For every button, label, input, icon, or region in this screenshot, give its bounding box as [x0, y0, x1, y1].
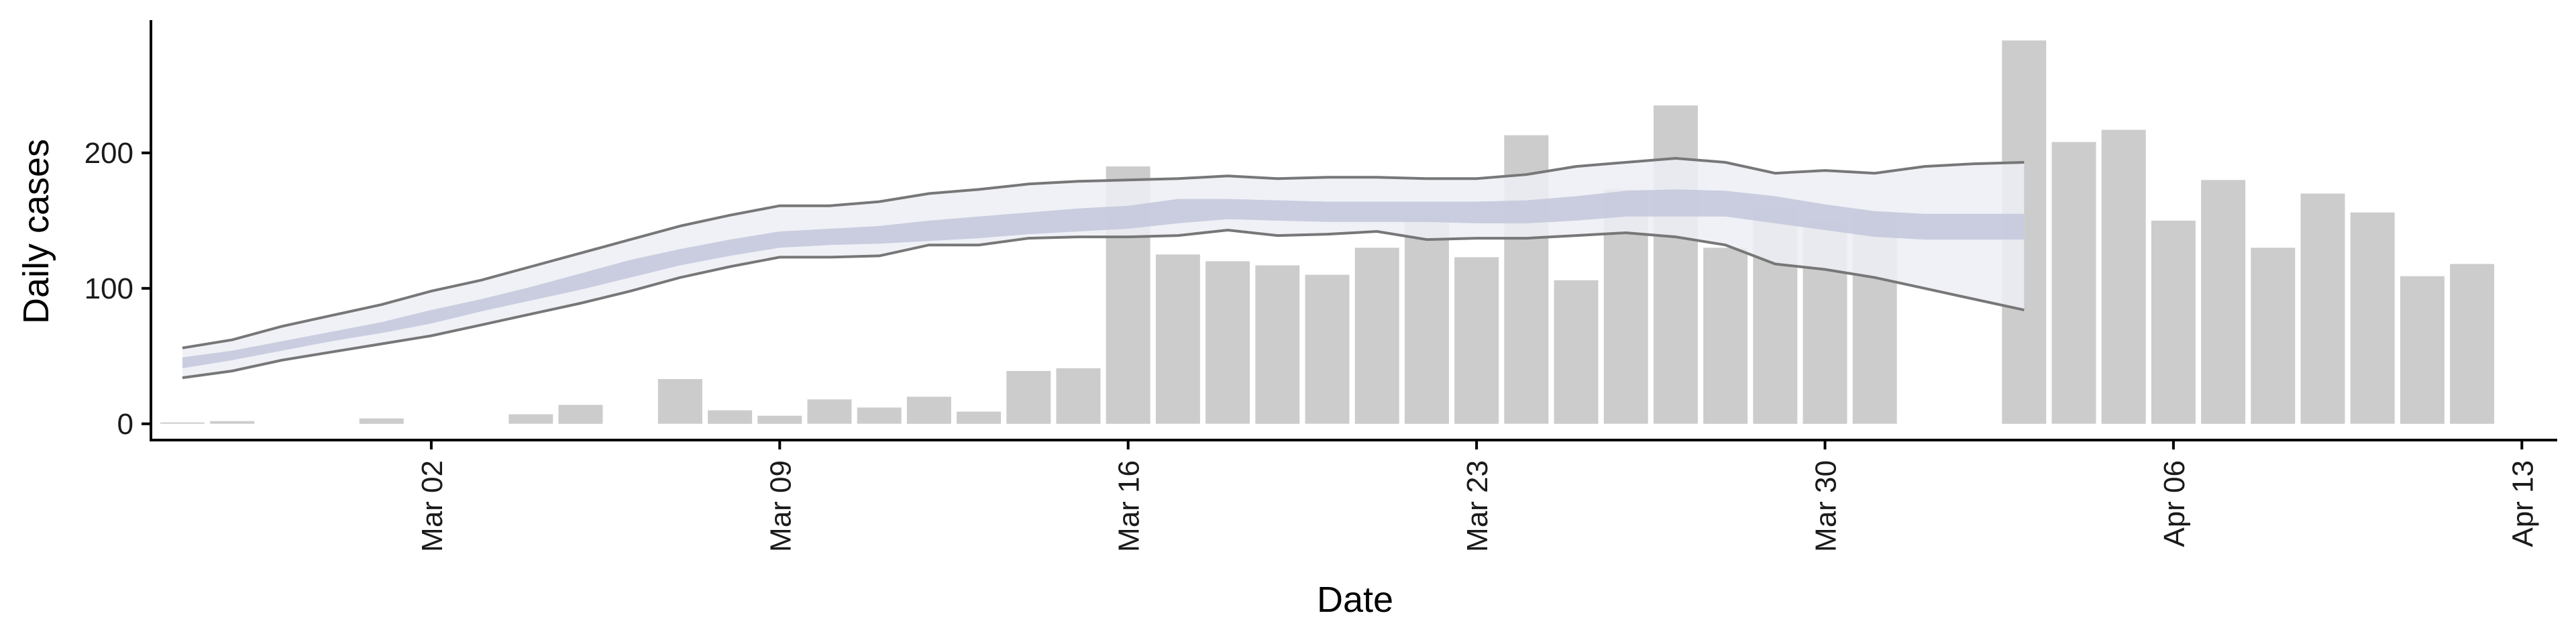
x-tick-label: Mar 02	[416, 460, 449, 552]
y-tick-label: 200	[85, 137, 133, 170]
case-bar	[957, 411, 1002, 424]
case-bar	[1653, 105, 1698, 424]
case-bar	[857, 407, 902, 424]
case-bar	[1056, 368, 1101, 424]
case-bar	[1155, 254, 1200, 424]
case-bar	[906, 396, 951, 424]
case-bar	[2201, 180, 2246, 424]
case-bar	[359, 418, 404, 424]
case-bar	[1454, 257, 1499, 424]
case-bar	[508, 414, 553, 424]
case-bar	[1703, 248, 1748, 424]
x-tick-label: Mar 30	[1810, 460, 1843, 552]
case-bar	[1554, 280, 1599, 424]
x-tick-label: Mar 16	[1113, 460, 1146, 552]
case-bar	[1305, 274, 1350, 424]
case-bar	[558, 405, 603, 424]
axes	[150, 20, 2557, 441]
case-bar	[2151, 220, 2196, 424]
case-bar	[2051, 142, 2096, 424]
x-tick-label: Apr 06	[2158, 460, 2191, 547]
case-bar	[210, 421, 255, 424]
case-bar	[2450, 264, 2495, 424]
case-bar	[1255, 265, 1300, 424]
case-bar	[2350, 212, 2395, 424]
case-bar	[2101, 129, 2146, 424]
x-ticks: Mar 02 Mar 09 Mar 16 Mar 23 Mar 30 Apr 06 Apr …	[416, 440, 2539, 552]
lower-bound-line	[182, 228, 2025, 380]
y-tick-label: 0	[117, 408, 133, 441]
case-bar	[1404, 216, 1449, 424]
inner-interval-band	[182, 189, 2025, 368]
y-ticks: 0 100 200	[85, 137, 151, 441]
y-tick-label: 100	[85, 272, 133, 305]
x-tick-label: Mar 23	[1461, 460, 1494, 552]
case-bar	[1354, 248, 1399, 424]
case-bar	[708, 410, 753, 424]
case-bar	[2400, 276, 2445, 424]
case-bars	[160, 40, 2495, 424]
case-bar	[2300, 193, 2345, 424]
estimate-band	[182, 156, 2025, 380]
case-bar	[1006, 371, 1051, 424]
x-axis-title: Date	[1317, 580, 1393, 620]
case-bar	[160, 422, 205, 424]
case-bar	[757, 415, 802, 424]
outer-interval-band	[182, 158, 2025, 378]
y-axis-title: Daily cases	[16, 139, 56, 324]
case-bar	[807, 399, 852, 424]
case-bar	[1205, 261, 1250, 424]
case-bar	[2251, 248, 2296, 424]
upper-bound-line	[182, 156, 2025, 350]
x-tick-label: Apr 13	[2506, 460, 2539, 547]
x-tick-label: Mar 09	[764, 460, 797, 552]
case-bar	[657, 379, 702, 424]
